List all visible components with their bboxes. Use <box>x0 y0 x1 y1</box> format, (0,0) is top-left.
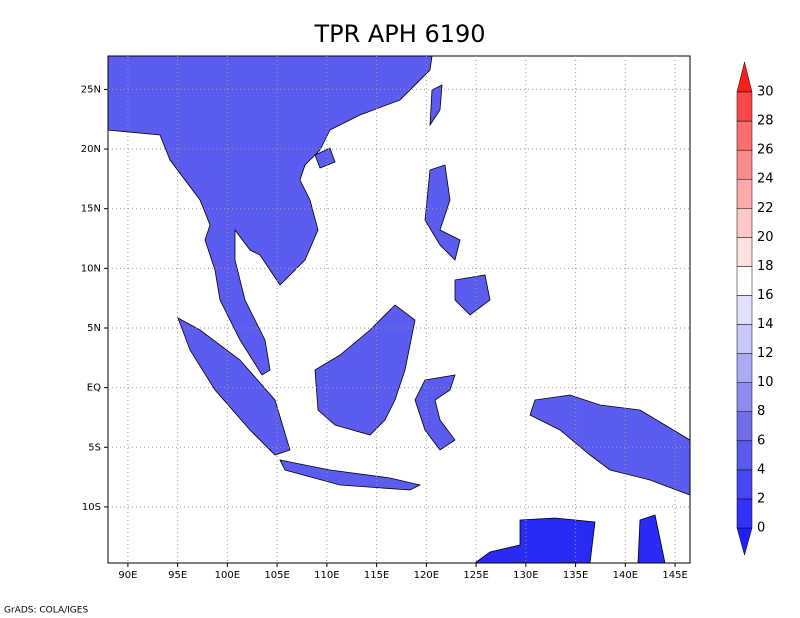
y-tick-label: EQ <box>87 383 101 394</box>
colorbar-label: 26 <box>757 143 774 158</box>
x-tick-label: 120E <box>414 570 439 581</box>
sumatra <box>177 317 291 456</box>
colorbar-label: 12 <box>757 346 774 361</box>
java <box>279 459 422 491</box>
map-frame <box>107 55 691 564</box>
cape-york <box>637 514 666 564</box>
colorbar-segment <box>736 498 753 529</box>
colorbar-label: 24 <box>757 172 774 187</box>
x-tick-label: 130E <box>513 570 538 581</box>
borneo <box>314 304 416 436</box>
colorbar-label: 10 <box>757 375 774 390</box>
colorbar-segment <box>736 411 753 442</box>
y-tick-label: 5N <box>87 323 101 334</box>
y-tick-label: 10S <box>82 502 101 513</box>
colorbar-label: 22 <box>757 201 774 216</box>
x-tick-label: 90E <box>118 570 137 581</box>
x-tick-label: 95E <box>168 570 187 581</box>
y-tick-label: 10N <box>81 263 101 274</box>
colorbar-segment <box>736 440 753 471</box>
x-tick-label: 105E <box>264 570 289 581</box>
colorbar-label: 0 <box>757 521 765 536</box>
colorbar-label: 14 <box>757 317 774 332</box>
x-tick-label: 140E <box>613 570 638 581</box>
taiwan <box>429 84 443 127</box>
colorbar-segment <box>736 353 753 383</box>
y-tick-label: 15N <box>81 204 101 215</box>
title: TPR APH 6190 <box>313 20 485 48</box>
colorbar-label: 16 <box>757 288 774 303</box>
colorbar-label: 4 <box>757 462 765 477</box>
footer: GrADS: COLA/IGES <box>4 606 88 616</box>
colorbar-label: 18 <box>757 259 774 274</box>
colorbar-segment <box>736 149 753 180</box>
colorbar-over <box>736 61 753 93</box>
colorbar-segment <box>736 178 753 209</box>
colorbar-segment <box>736 91 753 122</box>
colorbar-segment <box>736 266 753 296</box>
y-tick-label: 5S <box>88 442 101 453</box>
colorbar-segment <box>736 469 753 500</box>
x-tick-label: 115E <box>364 570 389 581</box>
colorbar-label: 20 <box>757 230 774 245</box>
colorbar-label: 28 <box>757 114 774 129</box>
new-guinea <box>529 394 691 496</box>
land <box>107 55 691 564</box>
colorbar-label: 6 <box>757 433 765 448</box>
luzon <box>424 164 461 261</box>
mindanao <box>454 274 491 316</box>
x-tick-label: 125E <box>463 570 488 581</box>
colorbar-segment <box>736 382 753 412</box>
x-tick-label: 135E <box>563 570 588 581</box>
colorbar-segment <box>736 295 753 325</box>
colorbar-under <box>736 527 753 556</box>
x-tick-label: 100E <box>215 570 240 581</box>
colorbar-label: 30 <box>757 85 774 100</box>
colorbar-segment <box>736 237 753 267</box>
x-tick-label: 145E <box>662 570 687 581</box>
y-tick-label: 20N <box>81 144 101 155</box>
colorbar-segment <box>736 324 753 354</box>
y-tick-label: 25N <box>81 84 101 95</box>
sulawesi <box>414 374 456 451</box>
colorbar-segment <box>736 120 753 151</box>
x-tick-label: 110E <box>314 570 339 581</box>
colorbar-label: 8 <box>757 404 765 419</box>
hainan <box>314 147 336 169</box>
australia <box>473 517 596 564</box>
colorbar-segment <box>736 208 753 238</box>
colorbar-label: 2 <box>757 491 765 506</box>
